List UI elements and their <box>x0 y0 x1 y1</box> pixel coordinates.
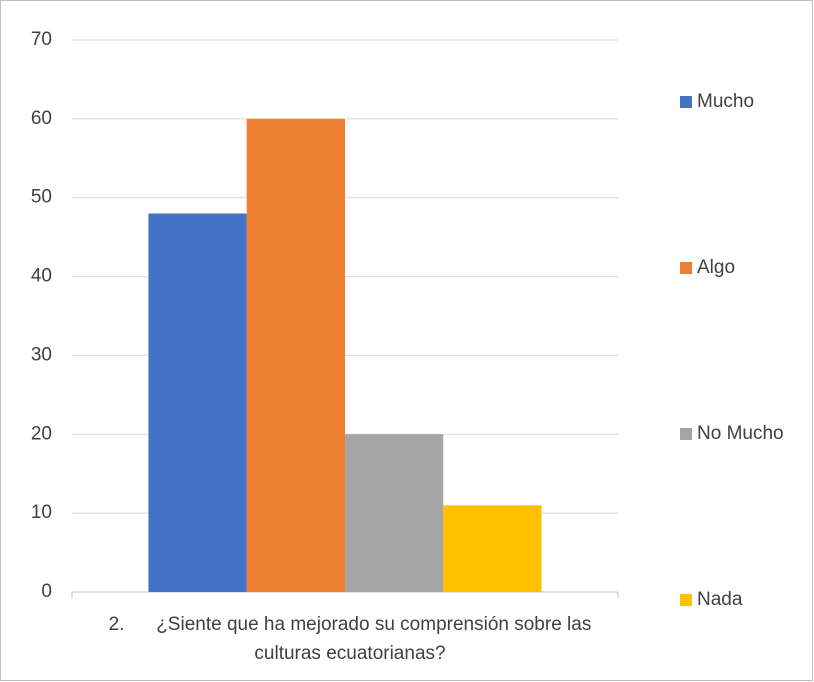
legend-label: Mucho <box>697 91 754 112</box>
bar <box>345 434 444 592</box>
y-tick-label: 60 <box>31 108 52 129</box>
y-tick-label: 50 <box>31 187 52 208</box>
legend-swatch <box>680 594 692 606</box>
legend-label: Nada <box>697 589 743 610</box>
y-tick-label: 30 <box>31 344 52 365</box>
bar <box>443 505 542 592</box>
y-tick-label: 70 <box>31 29 52 50</box>
y-tick-label: 10 <box>31 502 52 523</box>
legend-label: Algo <box>697 257 735 278</box>
x-tick-label: 2. ¿Siente que ha mejorado su comprensió… <box>108 614 597 664</box>
bar <box>148 213 247 592</box>
bar <box>246 118 345 592</box>
legend-swatch <box>680 96 692 108</box>
legend-swatch <box>680 428 692 440</box>
y-tick-label: 0 <box>41 581 52 602</box>
legend-label: No Mucho <box>697 423 784 444</box>
y-tick-label: 20 <box>31 423 52 444</box>
legend-swatch <box>680 262 692 274</box>
y-tick-label: 40 <box>31 266 52 287</box>
